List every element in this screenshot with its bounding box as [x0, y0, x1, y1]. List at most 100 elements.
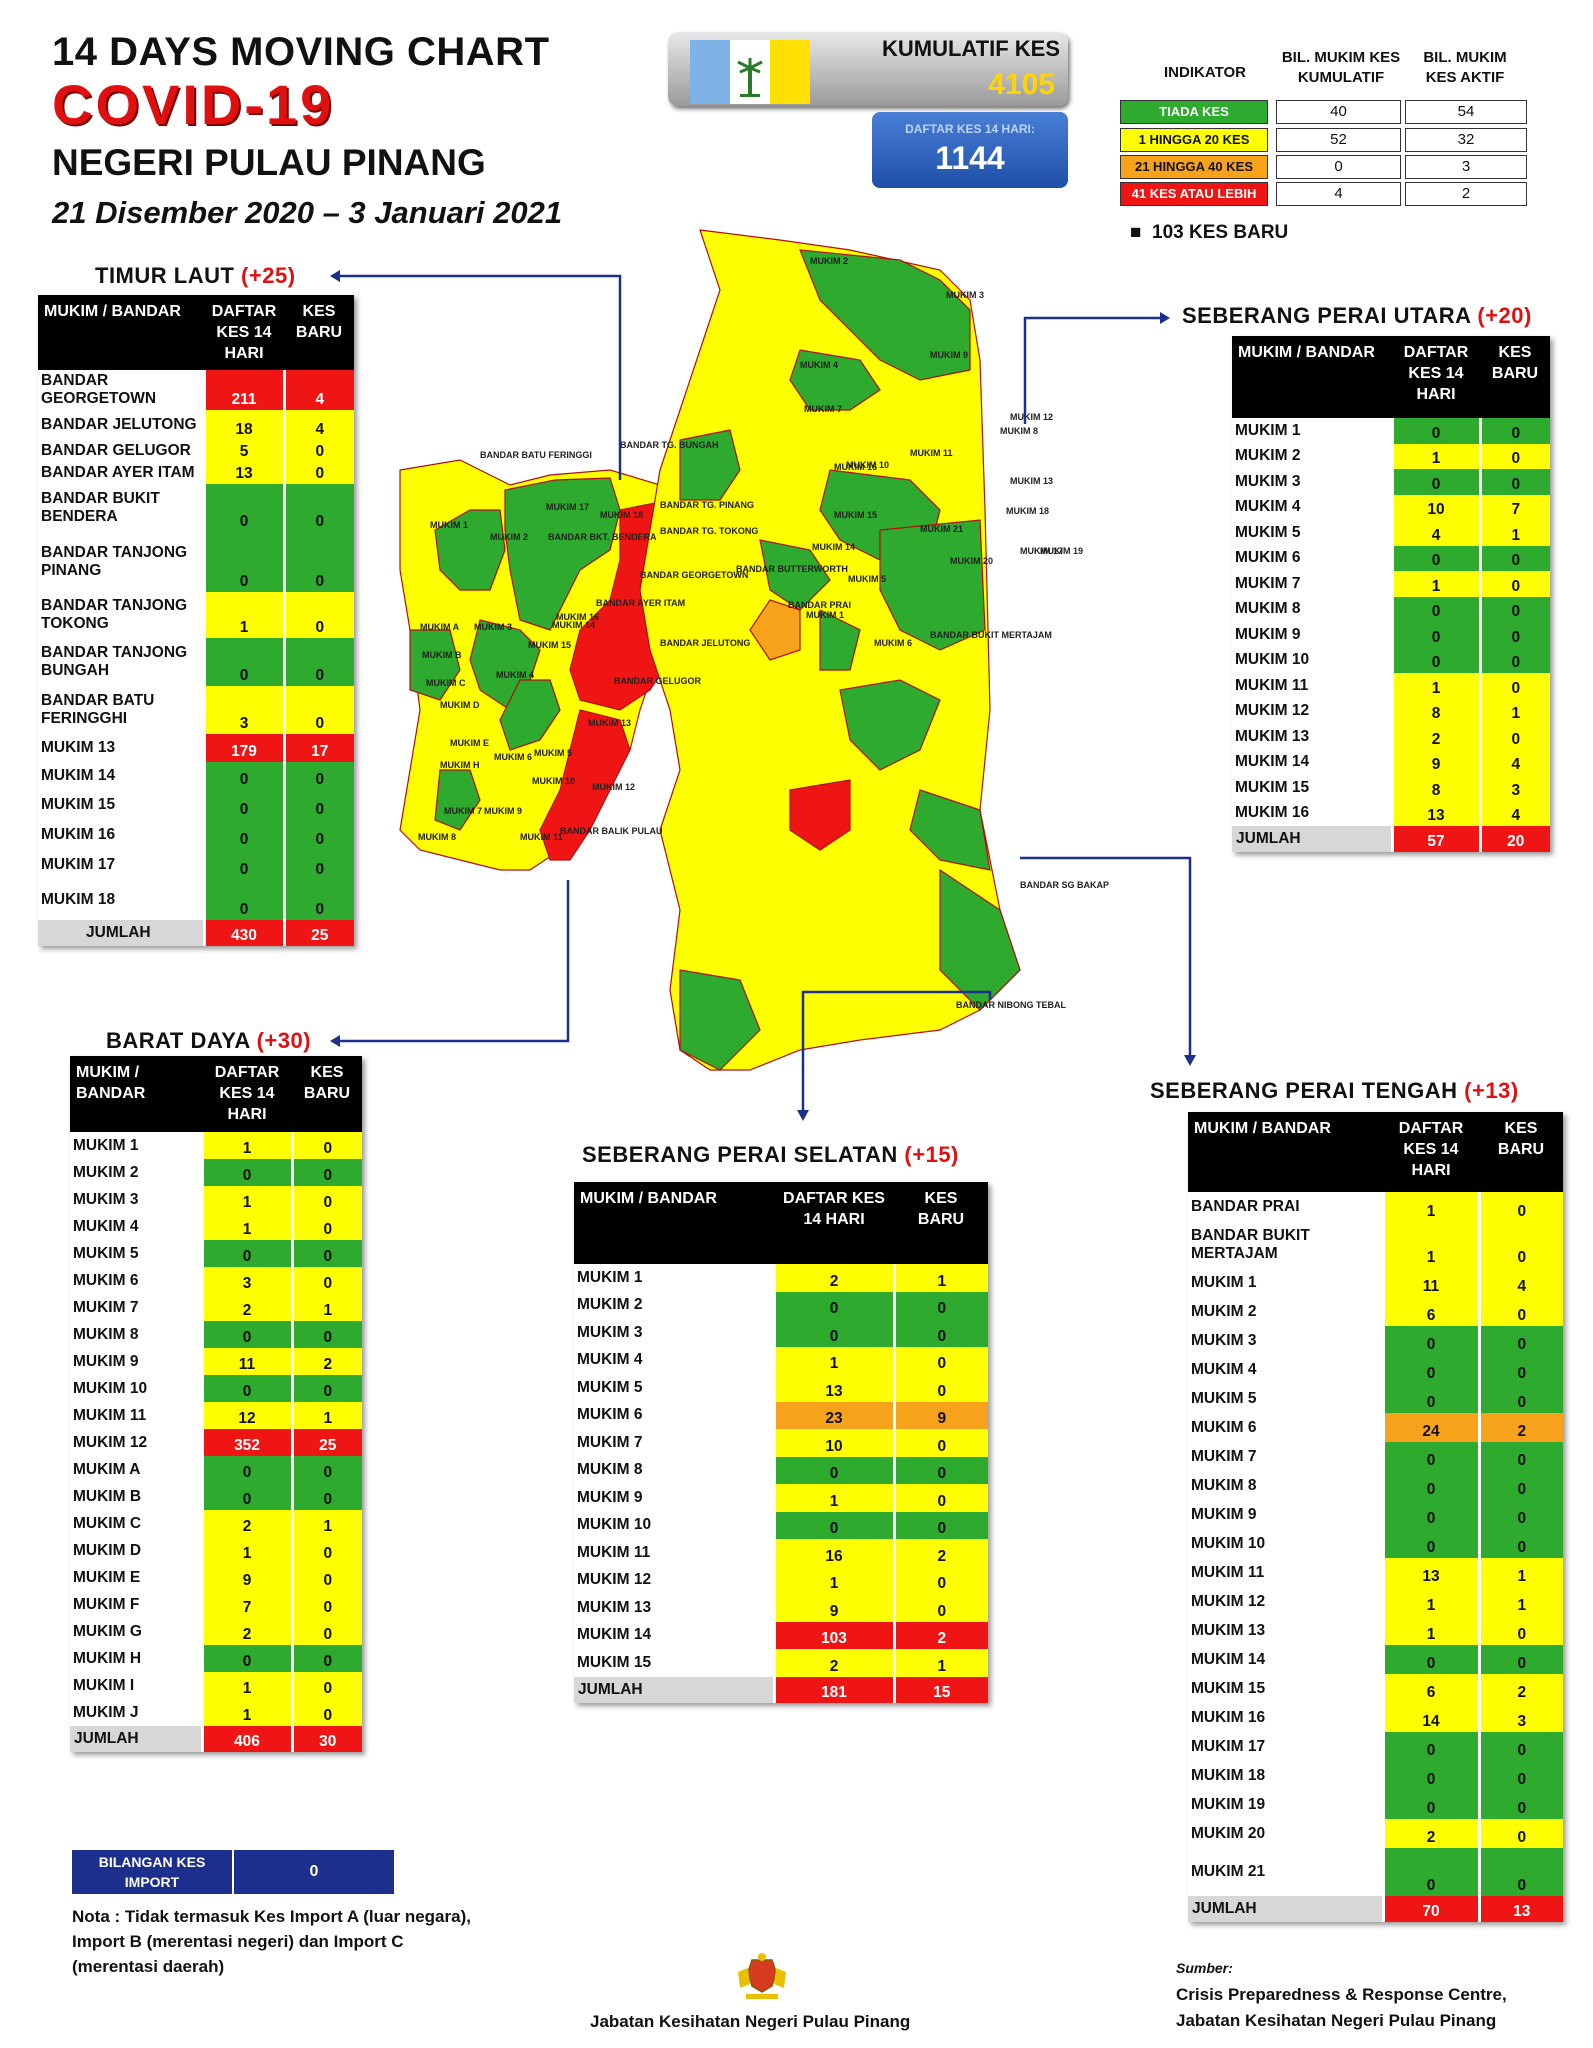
map-label: MUKIM 8: [418, 832, 456, 842]
map-label: BANDAR BUKIT MERTAJAM: [930, 630, 1052, 640]
table-row: MUKIM 20 2 0: [1188, 1819, 1563, 1848]
area-name: MUKIM 11: [1188, 1558, 1383, 1587]
map-label: MUKIM 3: [474, 622, 512, 632]
map-label: MUKIM H: [440, 760, 480, 770]
cases-14-days: 0: [1390, 418, 1480, 444]
cases-14-days: 2: [772, 1264, 894, 1292]
new-cases: 25: [290, 1429, 362, 1456]
total-label: JUMLAH: [38, 920, 204, 946]
cases-14-days: 1: [200, 1186, 292, 1213]
map-label: MUKIM 16: [556, 612, 600, 622]
new-cases: 2: [1477, 1413, 1563, 1442]
cases-14-days: 1: [200, 1672, 292, 1699]
area-name: BANDAR BUKIT MERTAJAM: [1188, 1222, 1383, 1268]
legend-cumulative-count: 40: [1276, 100, 1401, 124]
table-row: MUKIM 15 8 3: [1232, 775, 1550, 801]
area-name: MUKIM 7: [70, 1294, 202, 1321]
new-cases: 0: [1477, 1790, 1563, 1819]
new-cases: 0: [1477, 1616, 1563, 1645]
column-header: MUKIM / BANDAR: [574, 1182, 774, 1264]
map-label: MUKIM 15: [834, 510, 878, 520]
cases-14-days: 0: [202, 532, 284, 592]
table-row: MUKIM 10 0 0: [1188, 1529, 1563, 1558]
area-name: MUKIM B: [70, 1483, 202, 1510]
area-name: BANDAR TANJONG PINANG: [38, 532, 204, 592]
cases-14-days: 0: [200, 1240, 292, 1267]
table-row: BANDAR TANJONG BUNGAH 0 0: [38, 638, 354, 686]
new-cases: 1: [290, 1402, 362, 1429]
table-row: BANDAR AYER ITAM 13 0: [38, 462, 354, 484]
table-row: MUKIM 17 0 0: [38, 850, 354, 880]
table-row: MUKIM 12 352 25: [70, 1429, 362, 1456]
total-label: JUMLAH: [70, 1726, 202, 1752]
cases-14-days: 1: [772, 1346, 894, 1374]
cases-14-days: 24: [1381, 1413, 1479, 1442]
area-name: MUKIM 7: [1232, 571, 1392, 597]
area-name: MUKIM 6: [1188, 1413, 1383, 1442]
new-cases: 0: [290, 1456, 362, 1483]
area-name: MUKIM 11: [70, 1402, 202, 1429]
cases-14-days: 0: [1381, 1529, 1479, 1558]
cases-14-days: 10: [772, 1429, 894, 1457]
total-label: JUMLAH: [1232, 826, 1392, 852]
cases-14-days: 1: [1381, 1222, 1479, 1268]
area-name: MUKIM 10: [1232, 647, 1392, 673]
table-row: MUKIM 10 0 0: [1232, 647, 1550, 673]
map-label: MUKIM 15: [528, 640, 572, 650]
table-row: BANDAR BATU FERINGGHI 3 0: [38, 686, 354, 734]
map-label: MUKIM 19: [1040, 546, 1084, 556]
penang-map: [399, 229, 1021, 1071]
map-label: BANDAR GEORGETOWN: [640, 570, 749, 580]
cases-14-days: 2: [200, 1294, 292, 1321]
cases-14-days: 1: [202, 592, 284, 638]
cases-14-days: 103: [772, 1621, 894, 1649]
new-cases: 1: [290, 1510, 362, 1537]
table-row: BANDAR PRAI 1 0: [1188, 1192, 1563, 1222]
column-header: KES BARU: [1480, 336, 1550, 418]
new-cases: 0: [892, 1429, 988, 1457]
new-cases: 0: [282, 880, 354, 920]
table-row: MUKIM 21 0 0: [1188, 1848, 1563, 1896]
cases-14-days: 0: [772, 1319, 894, 1347]
new-cases: 0: [892, 1594, 988, 1622]
cases-14-days: 0: [1390, 622, 1480, 648]
column-header: DAFTAR KES 14 HARI: [1383, 1112, 1479, 1192]
legend-col-indicator: INDIKATOR: [1164, 64, 1246, 81]
title-timur-laut-plus: (+25): [241, 263, 296, 288]
table-row: MUKIM 1 11 4: [1188, 1268, 1563, 1297]
map-label: MUKIM 3: [946, 290, 984, 300]
legend-indicator: 21 HINGGA 40 KES: [1120, 155, 1268, 179]
new-cases: 0: [282, 440, 354, 462]
cumulative-label: KUMULATIF KES: [881, 36, 1060, 61]
new-cases: 0: [1477, 1848, 1563, 1896]
map-label: MUKIM B: [422, 650, 462, 660]
area-name: MUKIM 2: [574, 1291, 774, 1319]
legend-col-active: BIL. MUKIM KES AKTIF: [1423, 49, 1507, 86]
cases-14-days: 2: [200, 1618, 292, 1645]
map-label: MUKIM 10: [846, 460, 890, 470]
table-row: BANDAR BUKIT BENDERA 0 0: [38, 484, 354, 532]
table-row: MUKIM 12 1 1: [1188, 1587, 1563, 1616]
legend-active-count: 2: [1405, 182, 1527, 206]
total-label: JUMLAH: [1188, 1896, 1383, 1922]
footer-department: Jabatan Kesihatan Negeri Pulau Pinang: [590, 2012, 911, 2031]
new-cases: 0: [1477, 1761, 1563, 1790]
new-cases: 0: [290, 1267, 362, 1294]
cases-14-days: 9: [772, 1594, 894, 1622]
new-cases: 0: [1477, 1732, 1563, 1761]
table-row: MUKIM 7 10 0: [574, 1429, 988, 1457]
total-row: JUMLAH 181 15: [574, 1676, 988, 1703]
new-cases: 2: [1477, 1674, 1563, 1703]
cases-14-days: 1: [200, 1537, 292, 1564]
new-cases: 4: [282, 410, 354, 440]
area-name: MUKIM 6: [1232, 545, 1392, 571]
column-header: DAFTAR KES 14 HARI: [202, 1056, 292, 1132]
cases-14-days: 0: [1381, 1645, 1479, 1674]
cases-14-days: 0: [1390, 596, 1480, 622]
total-row: JUMLAH 406 30: [70, 1726, 362, 1752]
table-row: MUKIM 15 2 1: [574, 1649, 988, 1677]
